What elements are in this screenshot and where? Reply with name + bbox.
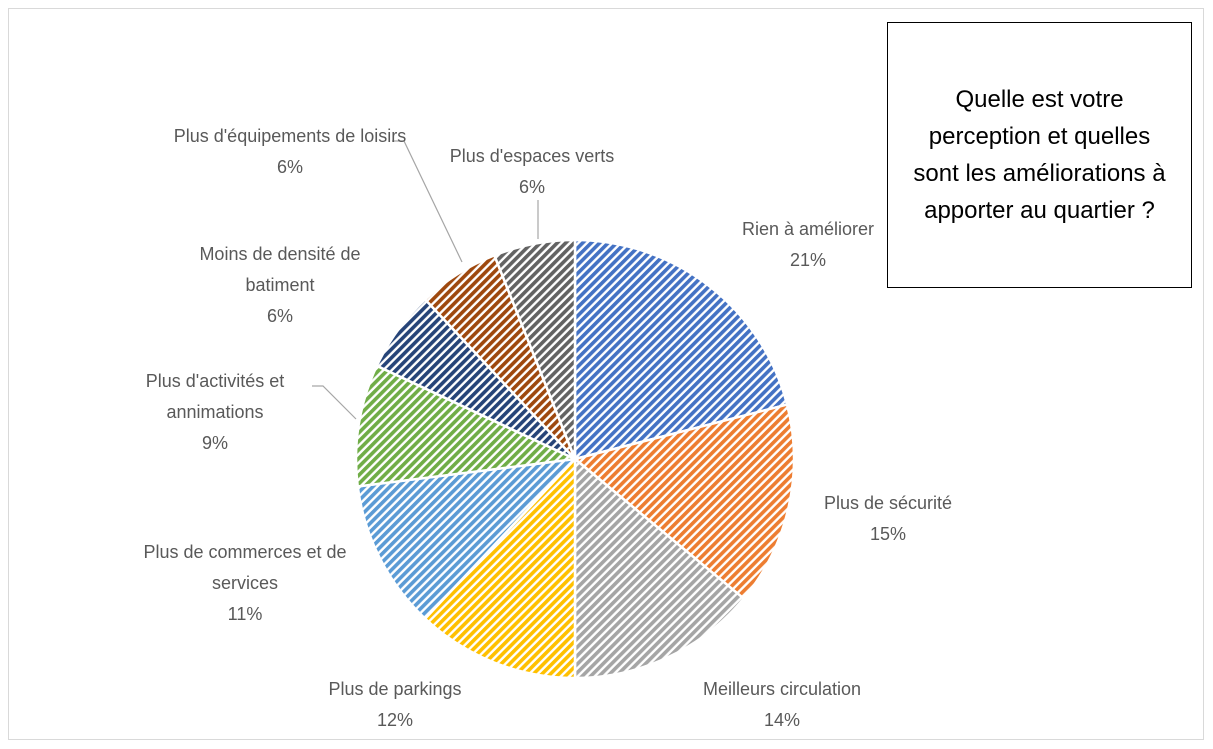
category-label: Plus de commerces et de services [143, 542, 347, 593]
chart-title: Quelle est votre perception et quelles s… [887, 22, 1192, 288]
pie-slice [356, 457, 579, 621]
value-label: 6% [518, 177, 545, 197]
data-label: Plus de sécurité 15% [788, 488, 988, 550]
value-label: 6% [276, 157, 303, 177]
chart-frame [8, 8, 1204, 740]
pie-slice [354, 364, 580, 488]
data-label: Meilleurs circulation 14% [662, 674, 902, 736]
data-label: Rien à améliorer 21% [708, 214, 908, 276]
pie-slice [573, 238, 789, 461]
data-label: Plus de parkings 12% [285, 674, 505, 736]
value-label: 12% [376, 710, 414, 730]
data-label: Plus d'espaces verts 6% [412, 141, 652, 203]
leader-line [392, 140, 463, 263]
value-label: 9% [201, 433, 228, 453]
category-label: Plus de sécurité [823, 493, 953, 513]
category-label: Plus de parkings [328, 679, 462, 699]
data-label: Moins de densité de batiment 6% [170, 239, 390, 332]
pie-slice [423, 455, 577, 680]
category-label: Plus d'activités et annimations [145, 371, 285, 422]
data-label: Plus de commerces et de services 11% [125, 537, 365, 630]
value-label: 6% [266, 306, 293, 326]
value-label: 14% [763, 710, 801, 730]
pie-slice [572, 403, 796, 601]
pie-slice [573, 456, 746, 680]
category-label: Plus d'espaces verts [449, 146, 615, 166]
data-label: Plus d'équipements de loisirs 6% [170, 121, 410, 183]
category-label: Meilleurs circulation [702, 679, 862, 699]
value-label: 11% [227, 604, 263, 624]
value-label: 21% [789, 250, 827, 270]
pie-slice [492, 238, 577, 460]
value-label: 15% [869, 524, 907, 544]
leader-line [312, 385, 357, 420]
category-label: Moins de densité de batiment [199, 244, 361, 295]
data-label: Plus d'activités et annimations 9% [115, 366, 315, 459]
category-label: Rien à améliorer [741, 219, 875, 239]
category-label: Plus d'équipements de loisirs [173, 126, 407, 146]
